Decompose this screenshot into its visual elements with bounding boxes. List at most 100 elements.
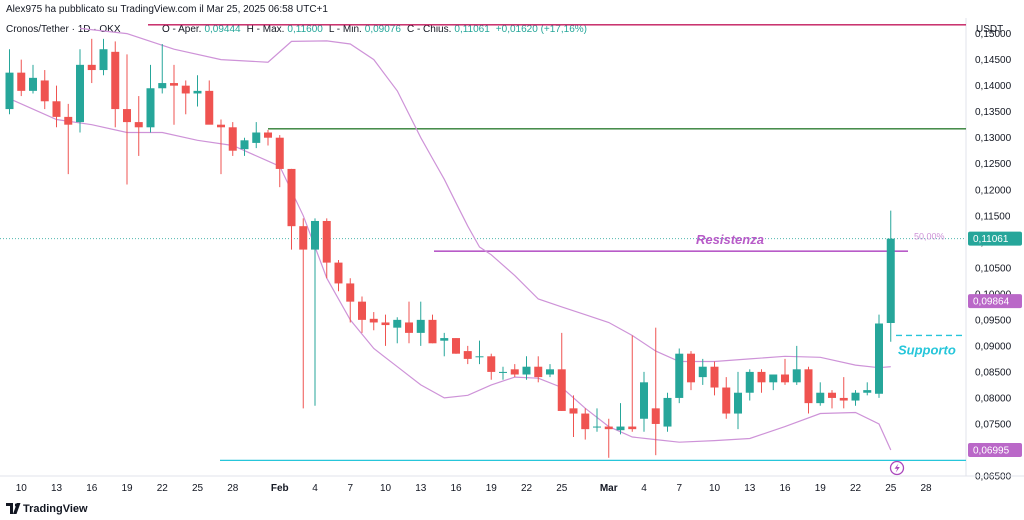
x-tick-label: 13 [51, 483, 63, 494]
candle-body [875, 323, 883, 394]
y-tick-label: 0,13500 [975, 107, 1012, 118]
candle-body [675, 353, 684, 398]
bollinger-upper-band [79, 27, 891, 369]
candle-body [111, 51, 120, 110]
published-by: Alex975 ha pubblicato su TradingView.com… [6, 4, 328, 15]
candle-body [745, 371, 754, 393]
candle-body [287, 168, 296, 227]
alert-bolt-icon[interactable] [889, 460, 905, 476]
candle [123, 54, 131, 185]
candle [76, 49, 84, 133]
candle [499, 366, 507, 380]
x-tick-label: 16 [450, 483, 462, 494]
ohlc-value: 0,09076 [365, 24, 402, 35]
candle-body [346, 283, 355, 302]
x-tick-label: 16 [779, 483, 791, 494]
y-tick-label: 0,13000 [975, 133, 1012, 144]
candle [698, 358, 707, 385]
x-tick-label: 4 [641, 483, 647, 494]
tradingview-logo[interactable]: TradingView [6, 503, 88, 515]
symbol-title[interactable]: Cronos/Tether · 1D · OKX [6, 24, 121, 35]
candle [757, 369, 766, 393]
candle [557, 332, 566, 411]
candle-body [475, 356, 484, 358]
x-tick-label: Feb [271, 483, 289, 494]
candle-body [405, 322, 413, 333]
candle-body [534, 366, 543, 378]
candle [675, 348, 684, 404]
candle-body [369, 318, 378, 323]
candle-body [52, 101, 61, 117]
candle-body [381, 322, 390, 326]
candle-body [569, 408, 578, 414]
ohlc-value: 0,09444 [204, 24, 241, 35]
price-badge: 0,06995 [968, 442, 1022, 457]
candle [546, 364, 554, 378]
ohlc-readout: O - Aper. 0,09444 H - Max. 0,11600 L - Min. 0… [162, 24, 587, 35]
candle-body [722, 387, 731, 414]
candle [769, 374, 778, 391]
candle [816, 382, 825, 406]
candle [828, 390, 836, 409]
candle-body [663, 397, 672, 427]
candle [111, 41, 120, 128]
candle-body [604, 426, 613, 430]
candle [369, 312, 378, 331]
candle-body [428, 319, 437, 344]
candle [40, 70, 49, 110]
brand-name: TradingView [23, 503, 88, 515]
price-badge-label: 0,06995 [973, 445, 1010, 456]
candle [17, 59, 26, 97]
price-badge-bg [968, 294, 1022, 309]
candle [346, 278, 355, 323]
price-axis[interactable]: 0,065000,070000,075000,080000,085000,090… [975, 29, 1012, 482]
time-axis[interactable]: 10 13 16 19 22 25 28 Feb 4 7 10 13 16 19 22 25 Mar 4 7 10 13… [16, 483, 932, 494]
candle-body [651, 408, 660, 424]
candle [252, 122, 261, 149]
candle [181, 80, 190, 115]
candle [428, 314, 437, 344]
candles-layer [5, 38, 895, 458]
candle-body [393, 319, 402, 328]
candle-body [886, 238, 895, 323]
candle [640, 371, 648, 432]
tradingview-logo-icon [6, 503, 21, 514]
candle [510, 364, 519, 378]
candle [5, 49, 14, 115]
price-badge-label: 0,11061 [973, 234, 1009, 245]
y-tick-label: 0,08000 [975, 393, 1012, 404]
candle [710, 361, 719, 396]
candle-body [710, 366, 719, 388]
ohlc-label: O - Aper. [162, 24, 201, 35]
candle-body [463, 351, 472, 359]
candle [804, 366, 813, 414]
candle-body [581, 413, 590, 430]
x-tick-label: 25 [192, 483, 204, 494]
candle-body [499, 371, 507, 373]
candle [146, 64, 155, 133]
candle [440, 332, 449, 357]
candle-body [687, 353, 695, 383]
candle-body [99, 49, 108, 71]
candle-body [757, 371, 766, 383]
y-tick-label: 0,12000 [975, 185, 1012, 196]
candle [334, 260, 343, 292]
x-tick-label: 10 [380, 483, 392, 494]
price-badge-bg [968, 442, 1022, 457]
candle [275, 135, 284, 188]
candle-body [146, 88, 155, 128]
candle [52, 85, 61, 128]
candle-body [5, 72, 14, 110]
candle [792, 345, 801, 385]
x-tick-label: 16 [86, 483, 98, 494]
y-tick-label: 0,14500 [975, 55, 1012, 66]
ohlc-value: 0,11600 [287, 24, 323, 35]
candle [863, 382, 872, 396]
ohlc-label: H - Max. [247, 24, 285, 35]
candle-body [522, 366, 531, 375]
candle-body [734, 392, 742, 414]
candle-body [781, 374, 789, 383]
candle-body [158, 83, 167, 89]
resistance-label: Resistenza [696, 232, 764, 247]
